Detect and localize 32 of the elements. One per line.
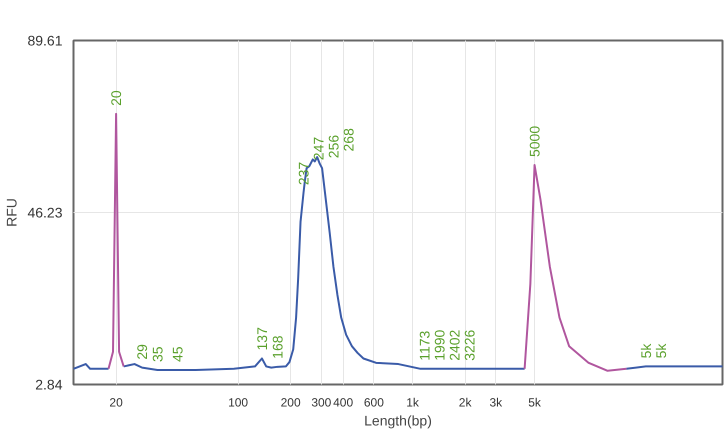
- annotation: 1990: [432, 329, 448, 361]
- annotation: 5k: [652, 342, 669, 358]
- annotation: 3226: [462, 329, 478, 361]
- annotation: 137: [254, 326, 270, 350]
- annotation: 45: [170, 346, 186, 362]
- y-tick-label: 2.84: [35, 376, 63, 392]
- annotation: 256: [325, 134, 342, 158]
- annotation: 35: [149, 346, 166, 362]
- y-tick-label: 89.61: [27, 32, 63, 48]
- annotation: 20: [108, 90, 124, 106]
- annotation: 2402: [446, 329, 463, 361]
- annotation: 237: [295, 162, 312, 186]
- x-tick-label: 600: [364, 396, 384, 410]
- x-tick-label: 5k: [528, 396, 542, 410]
- x-tick-label: 2k: [458, 396, 472, 410]
- annotation: 268: [340, 128, 356, 152]
- x-axis-title: Length(bp): [364, 412, 432, 428]
- annotation: 168: [269, 335, 286, 359]
- annotation: 5k: [638, 342, 654, 358]
- annotation: 5000: [526, 126, 543, 158]
- x-tick-label: 300: [311, 396, 332, 410]
- annotation: 1173: [416, 330, 433, 361]
- x-tick-label: 20: [109, 396, 124, 410]
- y-axis-title: RFU: [3, 198, 20, 227]
- annotation: 29: [134, 344, 150, 360]
- x-tick-label: 1k: [406, 396, 420, 410]
- x-tick-label: 3k: [490, 396, 504, 410]
- y-tick-label: 46.23: [27, 204, 63, 220]
- x-tick-label: 100: [228, 396, 248, 410]
- x-tick-label: 400: [333, 396, 354, 410]
- x-tick-label: 200: [280, 396, 301, 410]
- annotation: 247: [310, 136, 326, 160]
